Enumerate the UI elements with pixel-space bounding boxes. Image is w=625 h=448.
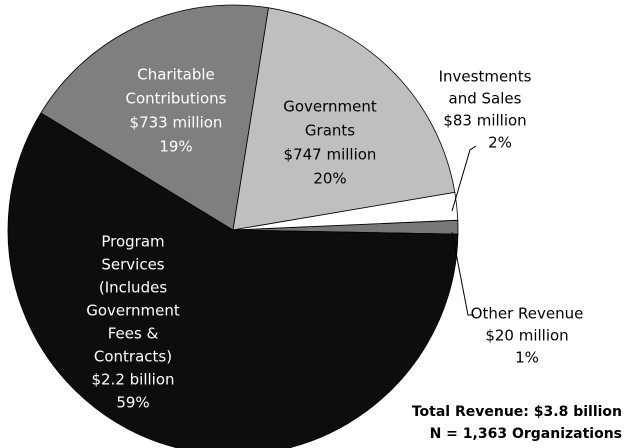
- pie-slice: [40, 4, 269, 231]
- pie-slice: [232, 191, 459, 231]
- slice-label: Grants: [305, 122, 355, 140]
- leader-line: [451, 145, 477, 212]
- pie-slice: [232, 7, 456, 231]
- note: N = 1,363 Organizations: [430, 426, 622, 442]
- amount-label: $733 million: [130, 114, 223, 132]
- value-label: 1%: [515, 349, 539, 367]
- amount-label: $20 million: [485, 327, 568, 345]
- pie-slice: [7, 112, 459, 448]
- slice-label: Government: [86, 302, 180, 320]
- slice-label: and Sales: [449, 90, 522, 108]
- amount-label: $2.2 billion: [91, 371, 174, 389]
- value-label: 20%: [313, 170, 346, 188]
- leader-line: [451, 231, 474, 316]
- slice-label: Other Revenue: [471, 305, 584, 323]
- slice-label: Contributions: [126, 90, 227, 108]
- amount-label: $747 million: [284, 146, 377, 164]
- slice-label: Government: [283, 98, 377, 116]
- slice-label: Fees &: [108, 325, 159, 343]
- value-label: 19%: [159, 138, 192, 156]
- note: Total Revenue: $3.8 billion: [412, 404, 622, 420]
- slice-label: (Includes: [99, 279, 167, 297]
- slice-label: Investments: [439, 68, 532, 86]
- value-label: 59%: [116, 394, 149, 412]
- amount-label: $83 million: [443, 112, 526, 130]
- slice-label: Services: [101, 256, 164, 274]
- slice-label: Contracts): [94, 348, 172, 366]
- value-label: 2%: [488, 134, 512, 152]
- slice-label: Charitable: [137, 66, 215, 84]
- slice-label: Program: [101, 233, 164, 251]
